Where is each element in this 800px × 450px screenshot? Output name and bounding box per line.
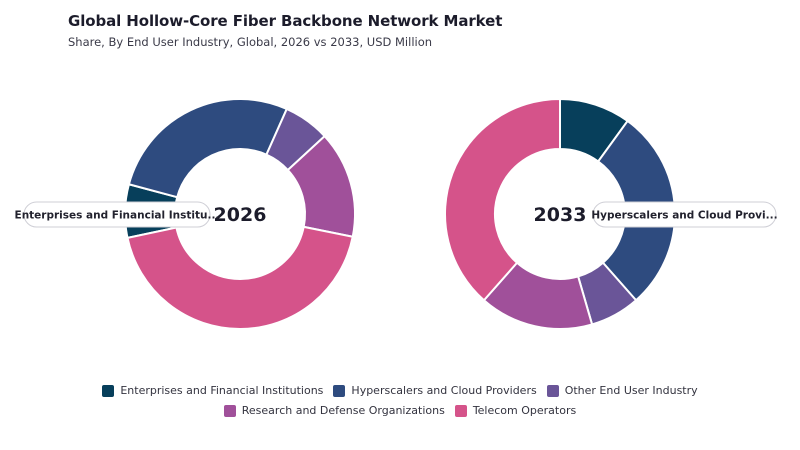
chart-header: Global Hollow-Core Fiber Backbone Networ… — [68, 12, 502, 49]
legend-label: Other End User Industry — [564, 384, 698, 397]
chart-subtitle: Share, By End User Industry, Global, 202… — [68, 35, 433, 49]
chart-title: Global Hollow-Core Fiber Backbone Networ… — [68, 12, 503, 30]
legend-item-telecom[interactable]: Telecom Operators — [454, 404, 577, 417]
legend-item-enterprises[interactable]: Enterprises and Financial Institutions — [102, 384, 323, 397]
legend-label: Hyperscalers and Cloud Providers — [351, 384, 537, 397]
legend-item-research[interactable]: Research and Defense Organizations — [223, 404, 445, 417]
legend-swatch — [546, 384, 559, 397]
donut-slice-hyperscalers[interactable] — [127, 98, 289, 199]
donut-slice-telecom[interactable] — [126, 225, 354, 330]
legend-swatch — [223, 404, 236, 417]
hover-tooltip-label: Enterprises and Financial Institu... — [15, 210, 220, 222]
legend-label: Research and Defense Organizations — [241, 404, 445, 417]
legend-item-other[interactable]: Other End User Industry — [546, 384, 698, 397]
legend-item-hyperscalers[interactable]: Hyperscalers and Cloud Providers — [333, 384, 537, 397]
donut-center-label: 2026 — [214, 204, 267, 226]
chart-legend: Enterprises and Financial Institutions H… — [0, 384, 800, 417]
hover-tooltip — [23, 201, 211, 228]
donut-chart-2033: 2033 Hyperscalers and Cloud Provi... — [444, 97, 778, 330]
donut-center-label: 2033 — [534, 204, 587, 226]
legend-swatch — [454, 404, 467, 417]
donut-slice-telecom[interactable] — [444, 97, 561, 302]
legend-label: Enterprises and Financial Institutions — [120, 384, 324, 397]
legend-swatch — [333, 384, 346, 397]
hover-tooltip — [592, 201, 777, 228]
legend-label: Telecom Operators — [472, 404, 577, 417]
hover-tooltip-label: Hyperscalers and Cloud Provi... — [591, 210, 777, 222]
legend-swatch — [102, 384, 115, 397]
